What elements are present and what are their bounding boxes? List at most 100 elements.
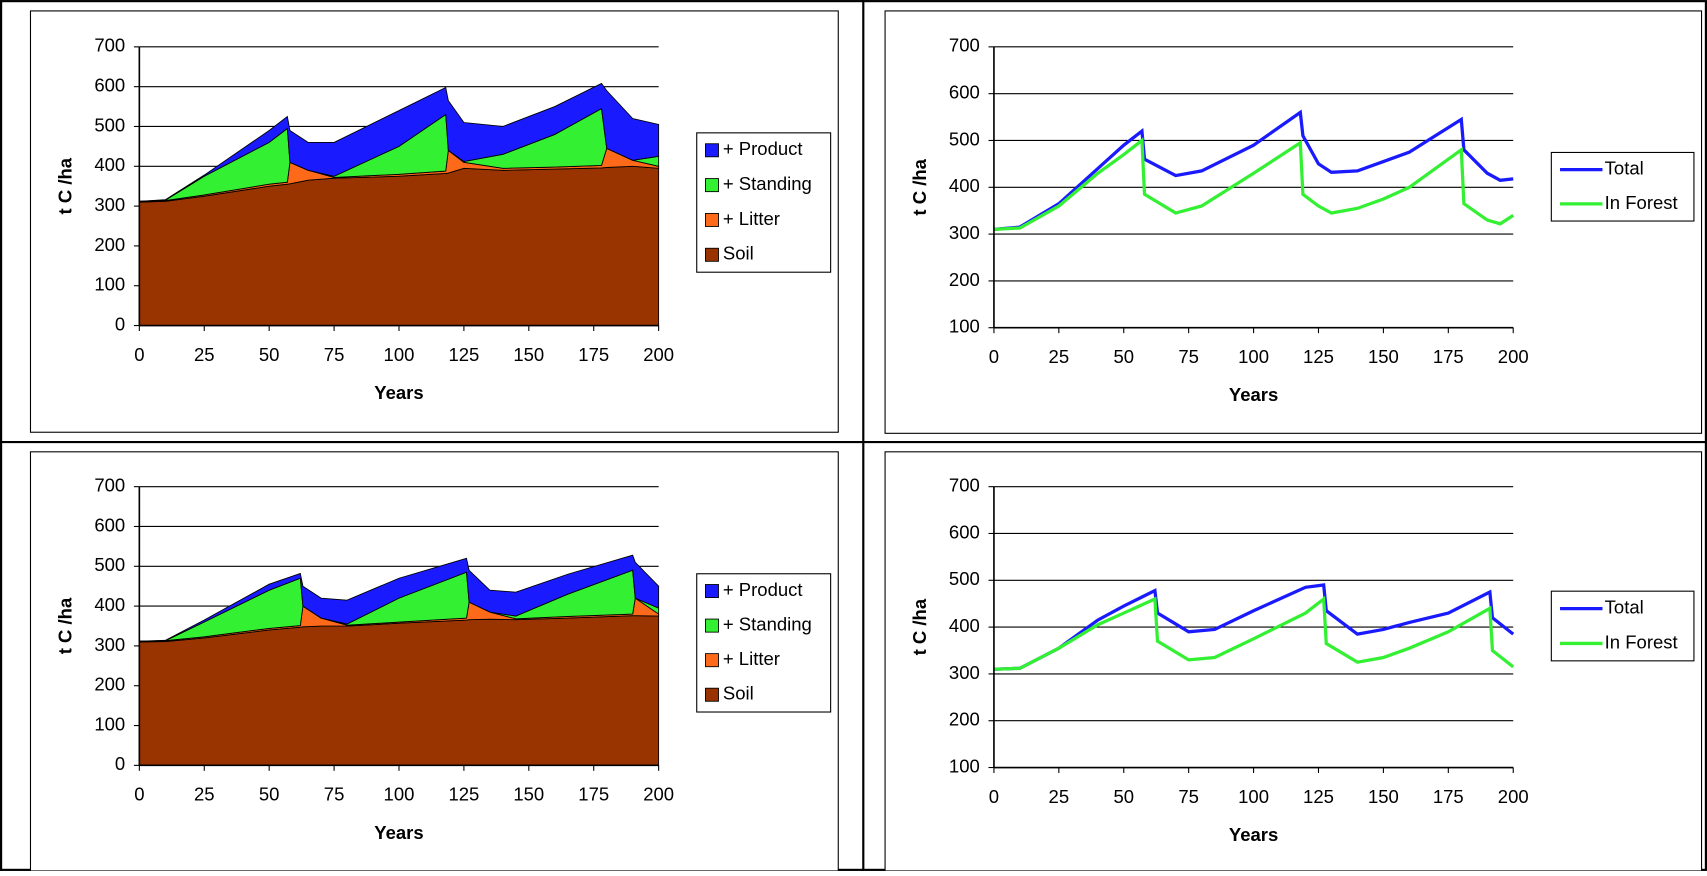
y-tick-label: 700 <box>949 35 980 56</box>
legend-label: In Forest <box>1605 631 1678 652</box>
x-tick-label: 175 <box>1433 346 1464 367</box>
y-tick-label: 700 <box>949 475 980 496</box>
line-series <box>993 109 1514 232</box>
y-axis-title: t C /ha <box>909 158 930 215</box>
y-tick-label: 200 <box>949 709 980 730</box>
x-tick-label: 50 <box>259 344 280 365</box>
y-tick-label: 100 <box>949 755 980 776</box>
y-tick-label: 400 <box>94 594 125 615</box>
x-tick-label: 125 <box>1303 346 1334 367</box>
x-tick-label: 125 <box>448 344 479 365</box>
x-tick-label: 200 <box>1498 786 1529 807</box>
y-tick-label: 300 <box>949 662 980 683</box>
x-tick-label: 25 <box>194 784 215 805</box>
y-tick-label: 500 <box>94 114 125 135</box>
x-tick-label: 50 <box>259 784 280 805</box>
x-tick-label: 0 <box>989 786 999 807</box>
x-axis-title: Years <box>1229 824 1278 845</box>
area-segment <box>139 554 660 642</box>
x-tick-label: 150 <box>1368 786 1399 807</box>
x-tick-label: 75 <box>1178 346 1199 367</box>
x-tick-label: 200 <box>643 344 674 365</box>
y-tick-label: 0 <box>115 313 125 334</box>
legend-box <box>1550 590 1695 662</box>
legend-box <box>696 573 832 713</box>
x-tick-label: 0 <box>134 344 144 365</box>
legend-label: Soil <box>723 243 754 264</box>
legend-label: Total <box>1605 157 1644 178</box>
x-tick-label: 25 <box>1049 346 1070 367</box>
x-tick-label: 175 <box>1433 786 1464 807</box>
x-axis-title: Years <box>374 822 423 843</box>
y-tick-label: 700 <box>94 475 125 496</box>
y-tick-label: 300 <box>94 634 125 655</box>
x-tick-label: 175 <box>578 784 609 805</box>
y-tick-label: 700 <box>94 35 125 56</box>
y-tick-label: 100 <box>94 274 125 295</box>
y-tick-label: 200 <box>949 269 980 290</box>
y-tick-label: 200 <box>94 674 125 695</box>
legend-swatch <box>705 584 719 599</box>
y-tick-label: 100 <box>94 713 125 734</box>
x-tick-label: 125 <box>448 784 479 805</box>
legend-label: + Standing <box>723 613 812 634</box>
y-tick-label: 600 <box>94 75 125 96</box>
chart-frame <box>884 10 1703 434</box>
y-tick-label: 400 <box>949 175 980 196</box>
legend-swatch <box>705 653 719 668</box>
legend-label: + Product <box>723 579 803 600</box>
x-tick-label: 25 <box>194 344 215 365</box>
y-tick-label: 100 <box>949 316 980 337</box>
area-segment <box>138 615 660 766</box>
line-series <box>993 595 1515 671</box>
y-tick-label: 300 <box>949 222 980 243</box>
y-tick-label: 400 <box>949 615 980 636</box>
y-tick-label: 600 <box>94 514 125 535</box>
y-tick-label: 600 <box>949 521 980 542</box>
x-tick-label: 100 <box>384 784 415 805</box>
x-tick-label: 75 <box>324 784 345 805</box>
x-axis-title: Years <box>374 382 423 403</box>
y-axis-title: t C /ha <box>909 598 930 655</box>
x-tick-label: 50 <box>1113 786 1134 807</box>
legend-box <box>696 132 832 273</box>
x-axis-title: Years <box>1229 384 1278 405</box>
line-series <box>993 137 1515 232</box>
x-tick-label: 100 <box>1238 786 1269 807</box>
x-tick-label: 125 <box>1303 786 1334 807</box>
legend-label: Total <box>1605 596 1644 617</box>
y-axis-title: t C /ha <box>54 597 75 654</box>
x-tick-label: 100 <box>1238 346 1269 367</box>
x-tick-label: 75 <box>1178 786 1199 807</box>
y-tick-label: 300 <box>94 194 125 215</box>
legend-swatch <box>705 687 719 702</box>
legend-swatch <box>705 247 719 262</box>
x-tick-label: 150 <box>513 784 544 805</box>
y-tick-label: 600 <box>949 82 980 103</box>
legend-label: Soil <box>723 683 754 704</box>
legend-swatch <box>705 212 719 227</box>
legend-label: + Product <box>723 138 803 159</box>
legend-label: + Litter <box>723 208 780 229</box>
y-tick-label: 500 <box>94 554 125 575</box>
legend-label: In Forest <box>1605 192 1678 213</box>
area-segment <box>139 82 660 202</box>
x-tick-label: 200 <box>643 784 674 805</box>
y-tick-label: 500 <box>949 128 980 149</box>
x-tick-label: 200 <box>1498 346 1529 367</box>
x-tick-label: 25 <box>1049 786 1070 807</box>
legend-swatch <box>705 178 719 193</box>
y-tick-label: 400 <box>94 154 125 175</box>
y-axis-title: t C /ha <box>54 157 75 214</box>
legend-label: + Litter <box>723 648 780 669</box>
x-tick-label: 75 <box>324 344 345 365</box>
y-tick-label: 500 <box>949 568 980 589</box>
x-tick-label: 150 <box>513 344 544 365</box>
legend-box <box>1550 151 1695 222</box>
legend-swatch <box>705 143 719 158</box>
x-tick-label: 0 <box>134 784 144 805</box>
x-tick-label: 150 <box>1368 346 1399 367</box>
y-tick-label: 200 <box>94 234 125 255</box>
x-tick-label: 50 <box>1113 346 1134 367</box>
